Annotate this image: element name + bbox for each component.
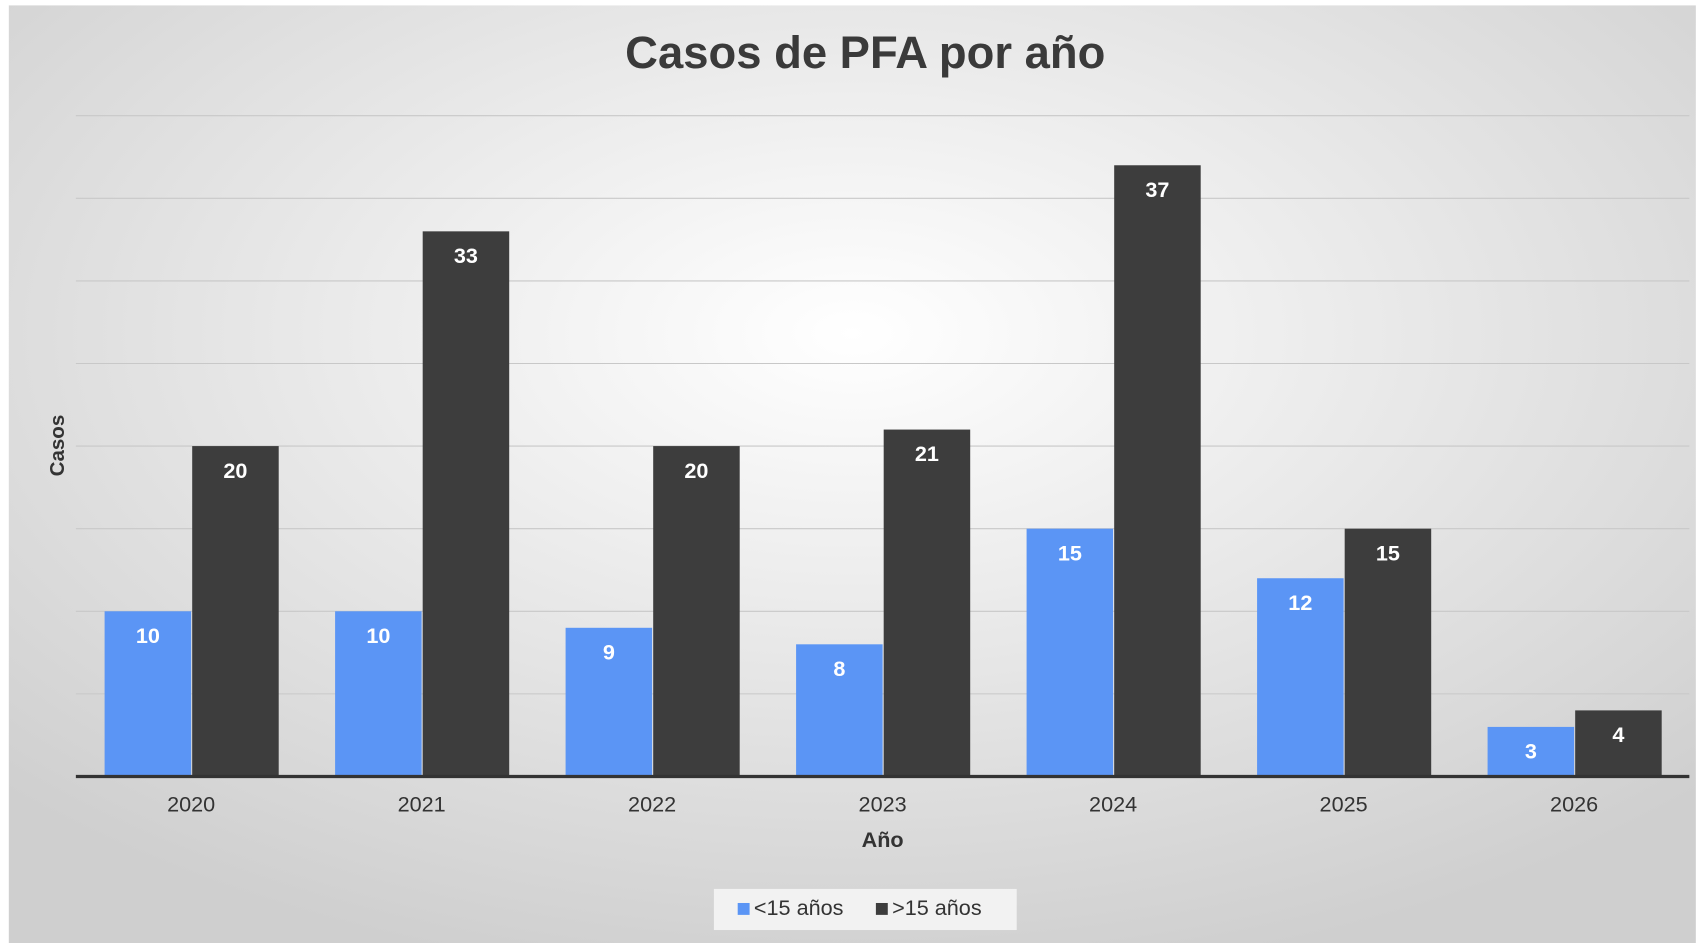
bar — [1344, 528, 1432, 777]
data-label: 8 — [833, 656, 845, 681]
bar — [565, 627, 653, 777]
data-label: 4 — [1612, 722, 1624, 747]
x-tick-label: 2023 — [859, 791, 907, 816]
x-tick-label: 2021 — [398, 791, 446, 816]
legend-label: <15 años — [754, 895, 844, 920]
legend-swatch — [875, 902, 888, 915]
legend-box — [713, 888, 1017, 931]
data-label: 33 — [454, 243, 478, 268]
data-label: 15 — [1058, 540, 1082, 565]
data-label: 12 — [1288, 590, 1312, 615]
bar — [883, 429, 971, 777]
bar — [1026, 528, 1114, 777]
x-tick-label: 2025 — [1320, 791, 1368, 816]
data-label: 20 — [684, 458, 708, 483]
bar — [192, 446, 279, 777]
bar — [104, 611, 192, 777]
data-label: 3 — [1525, 739, 1537, 764]
x-tick-label: 2026 — [1550, 791, 1598, 816]
legend-swatch — [737, 902, 750, 915]
data-label: 37 — [1145, 177, 1169, 202]
data-label: 15 — [1376, 540, 1400, 565]
bar — [335, 611, 422, 777]
bar — [796, 644, 883, 777]
bar — [653, 446, 740, 777]
data-label: 10 — [366, 623, 390, 648]
x-axis-label: Año — [862, 827, 904, 852]
bar — [1114, 165, 1201, 777]
bar — [1487, 726, 1575, 777]
data-label: 20 — [223, 458, 247, 483]
bar — [1257, 578, 1344, 777]
x-tick-label: 2024 — [1089, 791, 1137, 816]
data-label: 21 — [915, 441, 939, 466]
x-tick-label: 2022 — [628, 791, 676, 816]
chart-title: Casos de PFA por año — [625, 27, 1105, 78]
chart-background — [8, 5, 1696, 943]
x-tick-label: 2020 — [167, 791, 215, 816]
legend-label: >15 años — [892, 895, 982, 920]
y-axis-label: Casos — [46, 415, 69, 477]
data-label: 9 — [603, 639, 615, 664]
bar — [422, 231, 510, 777]
data-label: 10 — [136, 623, 160, 648]
bar — [1575, 710, 1662, 777]
